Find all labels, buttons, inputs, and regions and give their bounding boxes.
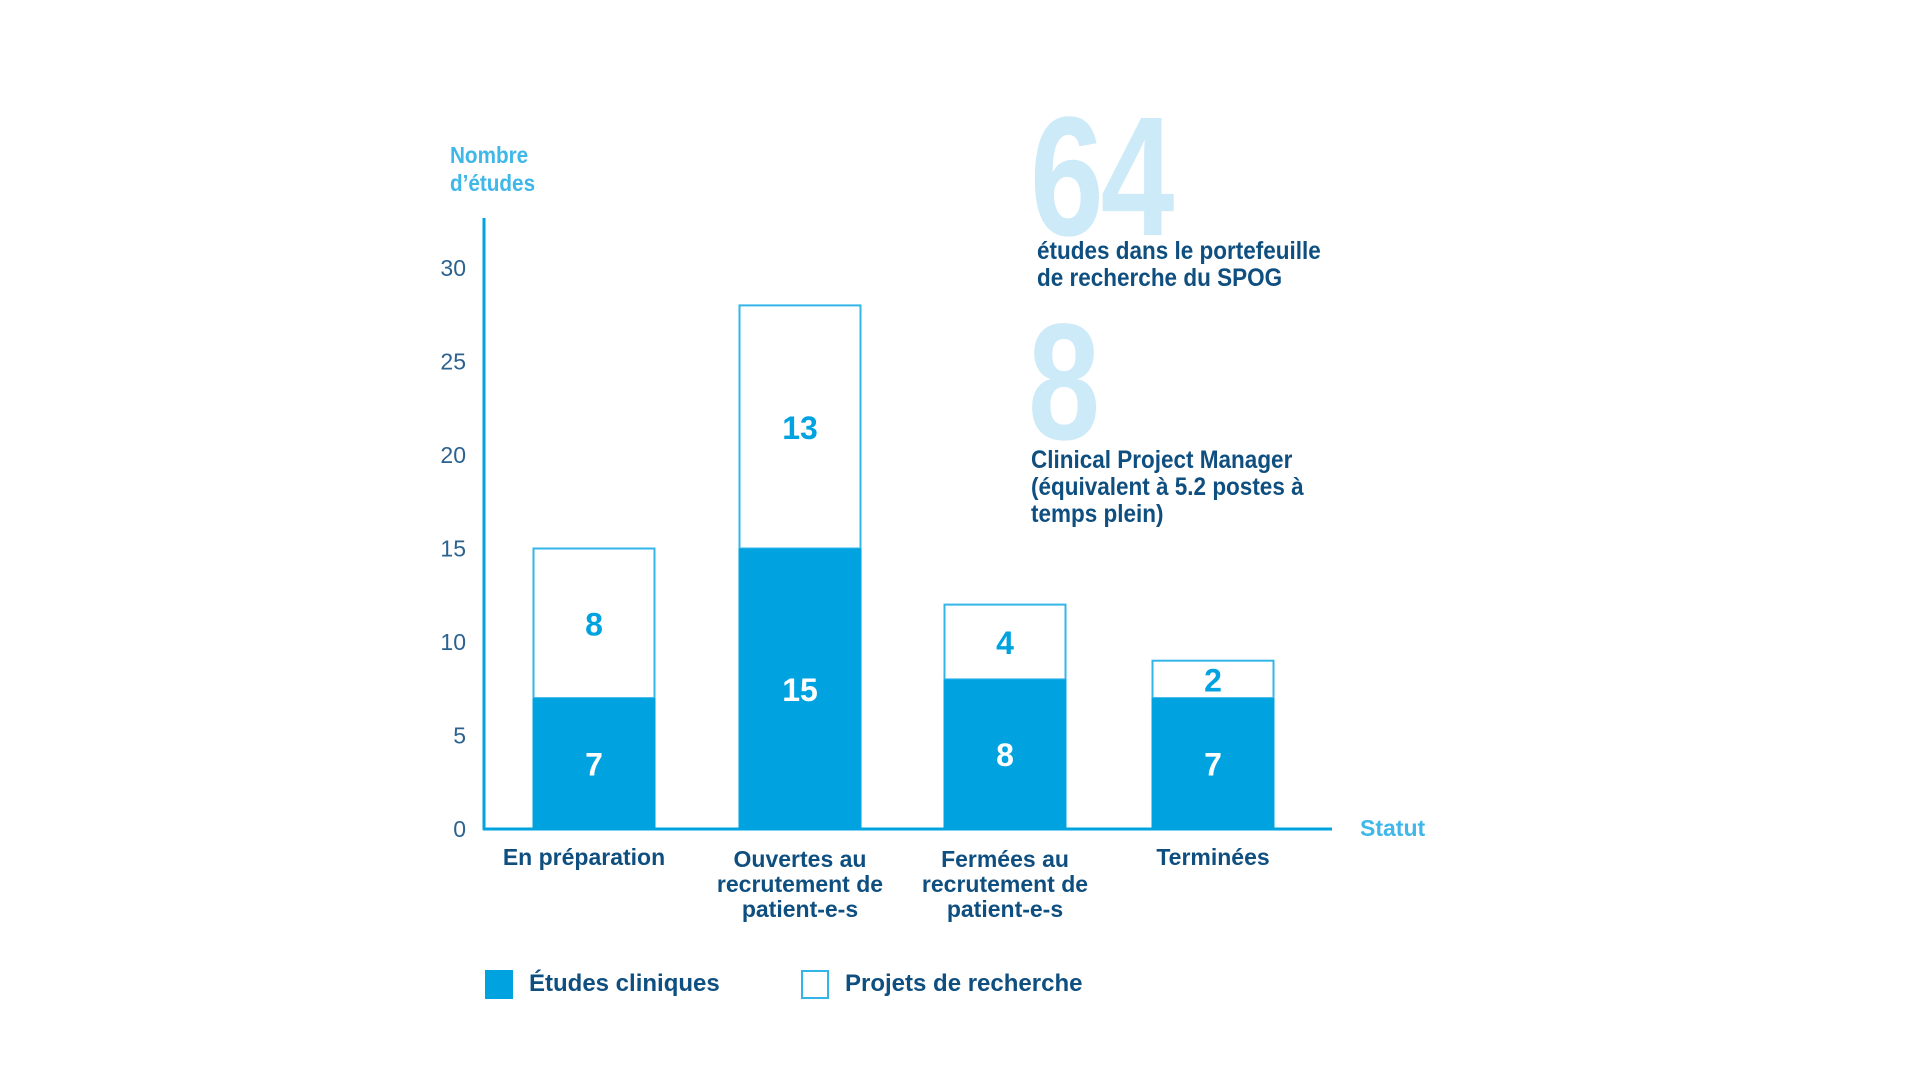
- data-label-projets-de-recherche: 4: [996, 625, 1014, 661]
- data-label-projets-de-recherche: 2: [1204, 662, 1222, 698]
- data-label-etudes-cliniques: 15: [782, 672, 818, 708]
- y-tick-label: 0: [453, 816, 466, 842]
- y-tick-label: 25: [440, 349, 466, 375]
- highlight-number-managers: 8: [1028, 290, 1100, 475]
- highlight-text-line: Clinical Project Manager: [1031, 446, 1293, 474]
- x-category-label: patient-e-s: [742, 896, 858, 922]
- x-category-label: patient-e-s: [947, 896, 1063, 922]
- y-tick-label: 15: [440, 536, 466, 562]
- highlight-number-studies: 64: [1030, 82, 1174, 272]
- bar-segment-projets-de-recherche: [943, 603, 1067, 681]
- highlight-text-line: de recherche du SPOG: [1037, 264, 1283, 292]
- bar-segment-etudes-cliniques: [943, 679, 1067, 829]
- data-label-etudes-cliniques: 8: [996, 737, 1014, 773]
- bar-segment-etudes-cliniques: [532, 698, 656, 829]
- highlight-text-line: études dans le portefeuille: [1037, 237, 1321, 265]
- x-category-label: Ouvertes au: [734, 846, 867, 872]
- x-category-label: Fermées au: [941, 846, 1069, 872]
- data-label-projets-de-recherche: 13: [782, 410, 818, 446]
- highlight-text-line: (équivalent à 5.2 postes à: [1031, 473, 1304, 501]
- legend-label-projets-de-recherche: Projets de recherche: [845, 970, 1082, 997]
- y-axis-label: Nombre: [450, 142, 528, 168]
- bar-segment-etudes-cliniques: [1151, 698, 1275, 829]
- legend-label-etudes-cliniques: Études cliniques: [529, 969, 720, 997]
- y-tick-label: 30: [440, 255, 466, 281]
- data-label-projets-de-recherche: 8: [585, 606, 603, 642]
- legend-swatch-projets-de-recherche: [801, 970, 829, 999]
- data-label-etudes-cliniques: 7: [585, 747, 603, 783]
- bar-segment-projets-de-recherche: [532, 547, 656, 700]
- highlight-text-studies: études dans le portefeuille de recherche…: [1037, 238, 1321, 292]
- bar-segment-projets-de-recherche: [738, 304, 862, 550]
- legend-swatch-etudes-cliniques: [485, 970, 513, 999]
- data-label-etudes-cliniques: 7: [1204, 747, 1222, 783]
- x-category-label: recrutement de: [922, 871, 1088, 897]
- y-tick-label: 20: [440, 442, 466, 468]
- bar-segment-etudes-cliniques: [738, 548, 862, 829]
- highlight-text-line: temps plein): [1031, 500, 1164, 528]
- highlight-text-managers: Clinical Project Manager (équivalent à 5…: [1031, 447, 1304, 528]
- y-tick-label: 5: [453, 723, 466, 749]
- y-axis-label: d’études: [450, 170, 535, 196]
- x-category-label: Terminées: [1156, 844, 1269, 870]
- x-category-label: recrutement de: [717, 871, 883, 897]
- x-axis-label: Statut: [1360, 815, 1426, 841]
- y-tick-label: 10: [440, 629, 466, 655]
- x-category-label: En préparation: [503, 844, 665, 870]
